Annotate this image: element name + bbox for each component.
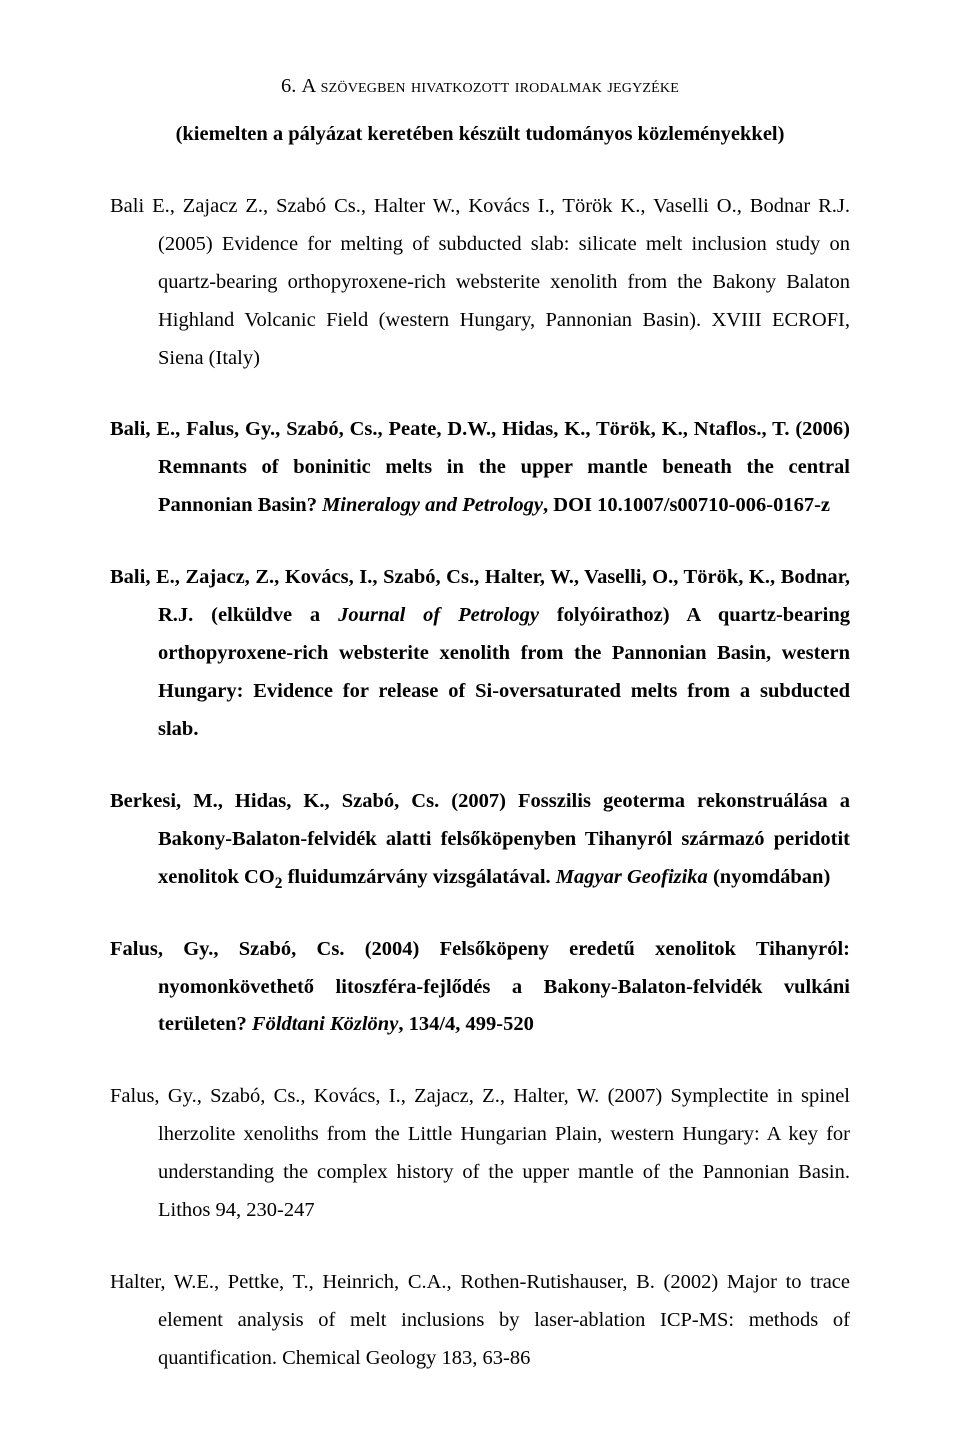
ref-journal: Mineralogy and Petrology (322, 494, 543, 516)
subheading: (kiemelten a pályázat keretében készült … (110, 116, 850, 154)
reference-item: Falus, Gy., Szabó, Cs. (2004) Felsőköpen… (110, 931, 850, 1045)
heading-title: A szövegben hivatkozott irodalmak jegyzé… (301, 75, 679, 97)
reference-item: Bali E., Zajacz Z., Szabó Cs., Halter W.… (110, 188, 850, 378)
reference-item: Berkesi, M., Hidas, K., Szabó, Cs. (2007… (110, 783, 850, 897)
ref-journal: Földtani Közlöny (252, 1013, 398, 1035)
ref-journal: Magyar Geofizika (556, 866, 708, 888)
ref-text: Halter, W.E., Pettke, T., Heinrich, C.A.… (110, 1271, 850, 1369)
reference-item: Bali, E., Falus, Gy., Szabó, Cs., Peate,… (110, 411, 850, 525)
section-heading: 6. A szövegben hivatkozott irodalmak jeg… (110, 68, 850, 106)
ref-tail: fluidumzárvány vizsgálatával. (282, 866, 550, 888)
ref-after-journal: (nyomdában) (708, 866, 830, 888)
heading-number: 6. (281, 75, 302, 97)
ref-journal: Journal of Petrology (338, 604, 539, 626)
reference-item: Halter, W.E., Pettke, T., Heinrich, C.A.… (110, 1264, 850, 1378)
ref-text: Bali E., Zajacz Z., Szabó Cs., Halter W.… (110, 195, 850, 369)
ref-tail: , 134/4, 499-520 (398, 1013, 534, 1035)
ref-tail: , DOI 10.1007/s00710-006-0167-z (543, 494, 830, 516)
reference-item: Falus, Gy., Szabó, Cs., Kovács, I., Zaja… (110, 1078, 850, 1230)
reference-item: Bali, E., Zajacz, Z., Kovács, I., Szabó,… (110, 559, 850, 749)
ref-text: Falus, Gy., Szabó, Cs., Kovács, I., Zaja… (110, 1085, 850, 1221)
